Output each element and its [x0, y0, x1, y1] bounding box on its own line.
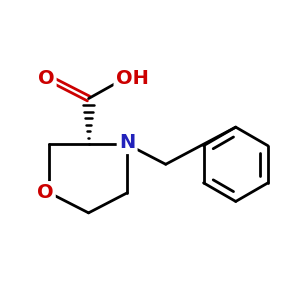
Text: OH: OH [116, 69, 149, 88]
Text: N: N [119, 133, 135, 152]
Text: O: O [37, 183, 53, 202]
Text: O: O [38, 69, 54, 88]
